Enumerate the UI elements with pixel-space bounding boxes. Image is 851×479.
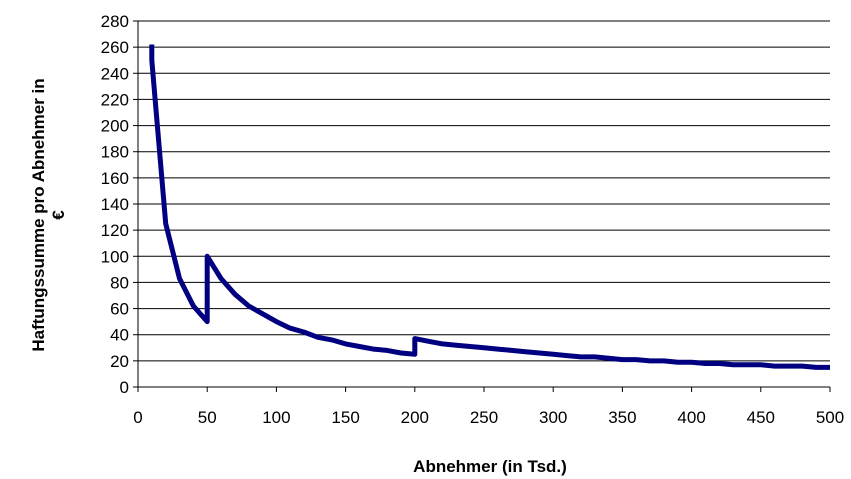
x-tick-label-450: 450 (747, 408, 775, 427)
y-tick-label-40: 40 (110, 326, 129, 345)
y-tick-label-280: 280 (101, 12, 129, 31)
y-tick-label-240: 240 (101, 64, 129, 83)
y-tick-label-80: 80 (110, 273, 129, 292)
x-tick-label-100: 100 (262, 408, 290, 427)
y-tick-label-200: 200 (101, 117, 129, 136)
y-axis-title-line-2: € (49, 210, 68, 220)
y-tick-label-160: 160 (101, 169, 129, 188)
x-axis-title: Abnehmer (in Tsd.) (413, 457, 567, 476)
y-tick-label-220: 220 (101, 90, 129, 109)
y-tick-label-20: 20 (110, 352, 129, 371)
x-tick-label-250: 250 (470, 408, 498, 427)
x-tick-label-400: 400 (677, 408, 705, 427)
y-tick-label-60: 60 (110, 300, 129, 319)
y-axis-title-line-1: Haftungssumme pro Abnehmer in (29, 78, 48, 351)
gridlines (138, 20, 830, 362)
x-tick-label-200: 200 (401, 408, 429, 427)
x-tick-label-150: 150 (331, 408, 359, 427)
x-tick-label-350: 350 (608, 408, 636, 427)
x-axis-tick-labels: 0 50 100 150 200 250 300 350 400 450 500 (133, 387, 844, 427)
x-tick-label-0: 0 (133, 408, 142, 427)
y-tick-label-0: 0 (120, 378, 129, 397)
y-axis-tick-labels: 0 20 40 60 80 100 120 140 160 180 200 220 240 260 280 (101, 12, 138, 397)
y-tick-label-100: 100 (101, 247, 129, 266)
y-tick-label-120: 120 (101, 221, 129, 240)
y-tick-label-180: 180 (101, 143, 129, 162)
series-line (149, 44, 830, 370)
y-tick-label-140: 140 (101, 195, 129, 214)
x-tick-label-50: 50 (198, 408, 217, 427)
x-tick-label-300: 300 (539, 408, 567, 427)
x-tick-label-500: 500 (816, 408, 844, 427)
y-tick-label-260: 260 (101, 38, 129, 57)
